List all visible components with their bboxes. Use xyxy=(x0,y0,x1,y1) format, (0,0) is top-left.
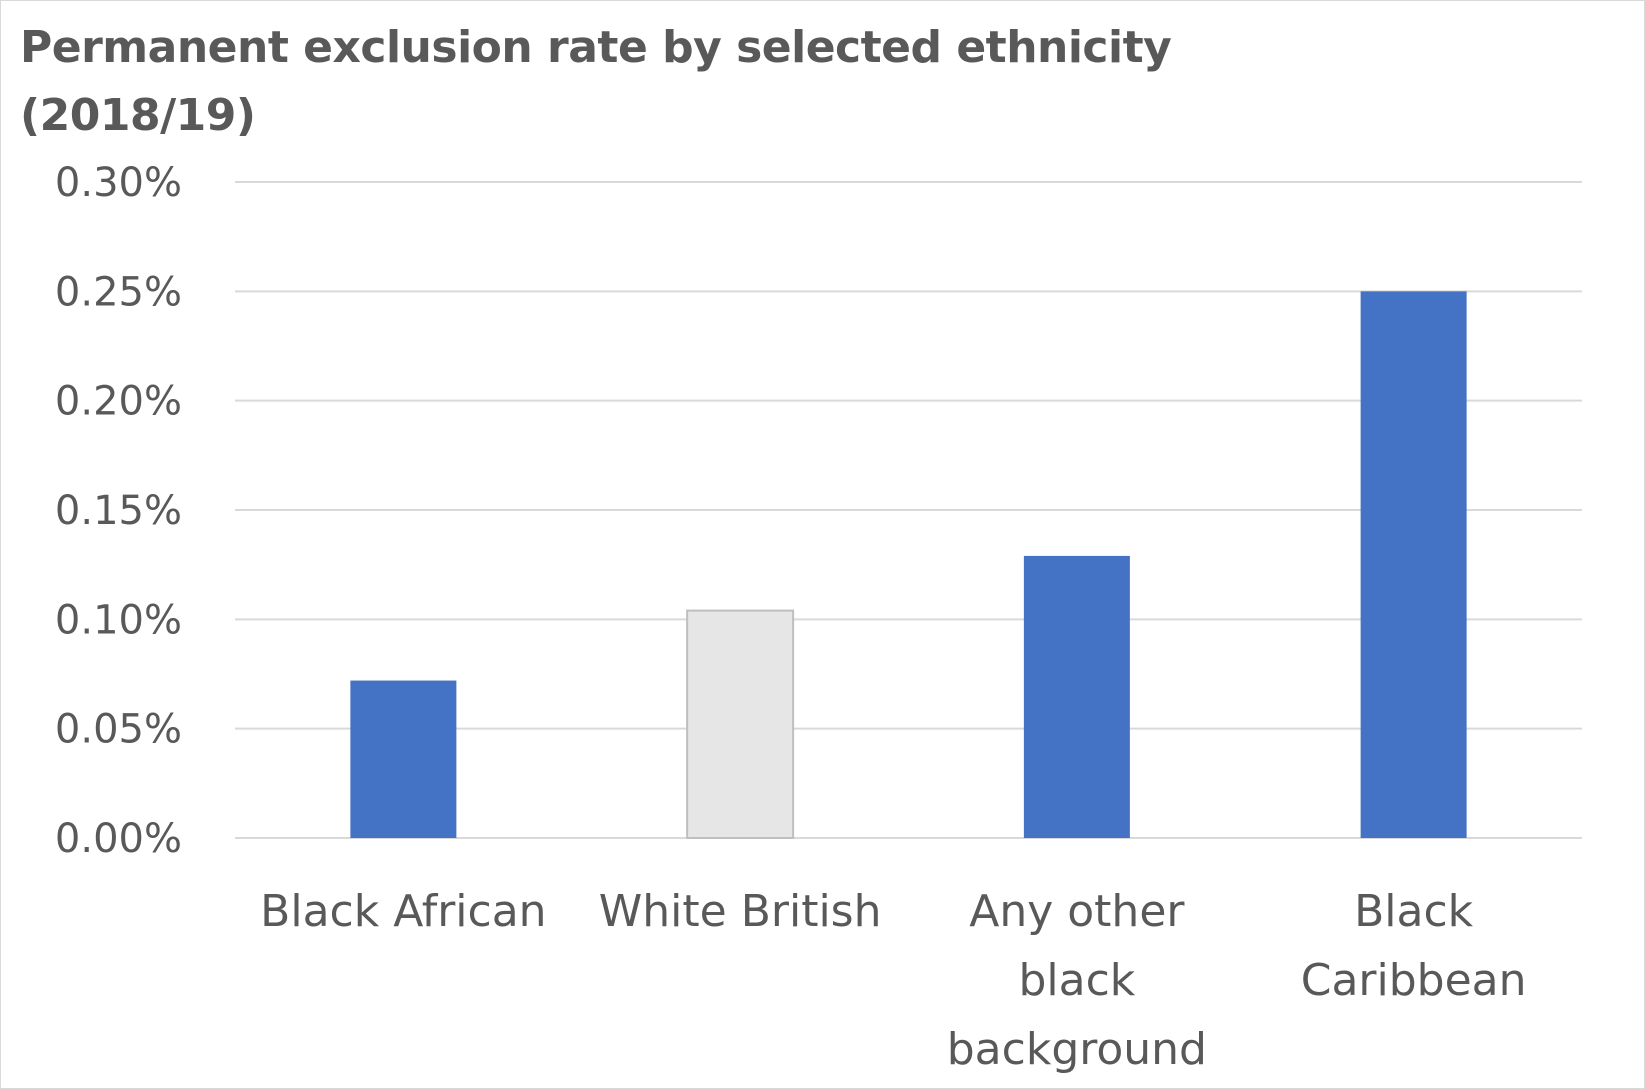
y-tick-label: 0.15% xyxy=(55,488,182,534)
bars xyxy=(350,291,1467,839)
x-axis: Black African White British Any other black… xyxy=(260,886,1526,1075)
y-axis: 0.00% 0.05% 0.10% 0.15% 0.20% 0.25% 0.30% xyxy=(55,160,182,862)
y-tick-label: 0.10% xyxy=(55,597,182,643)
y-tick-label: 0.20% xyxy=(55,379,182,425)
bar xyxy=(1360,291,1467,838)
x-category-label: Black African xyxy=(260,886,546,937)
gridlines xyxy=(235,181,1582,839)
x-category-label: Any other black background xyxy=(947,886,1207,1075)
y-tick-label: 0.00% xyxy=(55,816,182,862)
bar xyxy=(350,680,457,838)
bar xyxy=(686,609,795,839)
chart-title: Permanent exclusion rate by selected eth… xyxy=(20,22,1172,141)
bar xyxy=(1023,555,1130,838)
y-tick-label: 0.25% xyxy=(55,269,182,315)
x-category-label: White British xyxy=(599,886,882,937)
y-tick-label: 0.05% xyxy=(55,707,182,753)
y-tick-label: 0.30% xyxy=(55,160,182,206)
x-category-label: Black Caribbean xyxy=(1301,886,1527,1006)
